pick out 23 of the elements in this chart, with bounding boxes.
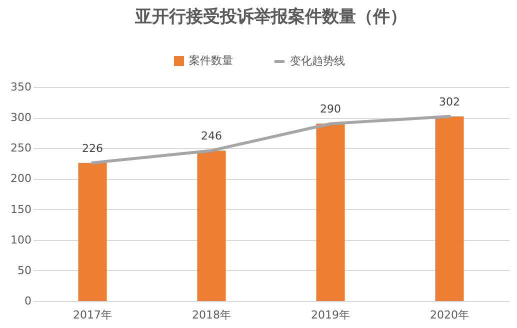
y-tick-label: 200: [10, 172, 32, 186]
legend-label: 变化趋势线: [290, 54, 345, 68]
bar: [78, 162, 107, 301]
data-label: 246: [201, 130, 222, 143]
data-label: 226: [82, 142, 103, 155]
x-tick-label: 2017年: [73, 308, 112, 322]
data-label: 290: [320, 102, 341, 116]
legend-label: 案件数量: [189, 54, 233, 67]
x-tick-label: 2020年: [430, 308, 469, 322]
y-tick-label: 150: [10, 202, 32, 216]
y-tick-label: 300: [10, 111, 32, 124]
y-tick-label: 0: [24, 294, 32, 308]
x-tick-label: 2019年: [311, 308, 350, 322]
y-tick-label: 350: [10, 80, 32, 94]
chart-title: 亚开行接受投诉举报案件数量（件）: [134, 6, 407, 27]
y-tick-label: 250: [10, 142, 32, 155]
x-tick-label: 2018年: [192, 308, 231, 322]
y-tick-label: 50: [18, 264, 32, 277]
data-label: 302: [439, 95, 460, 108]
bar: [316, 124, 345, 301]
bar: [197, 150, 226, 301]
bar: [435, 116, 464, 301]
y-tick-label: 100: [10, 233, 32, 246]
